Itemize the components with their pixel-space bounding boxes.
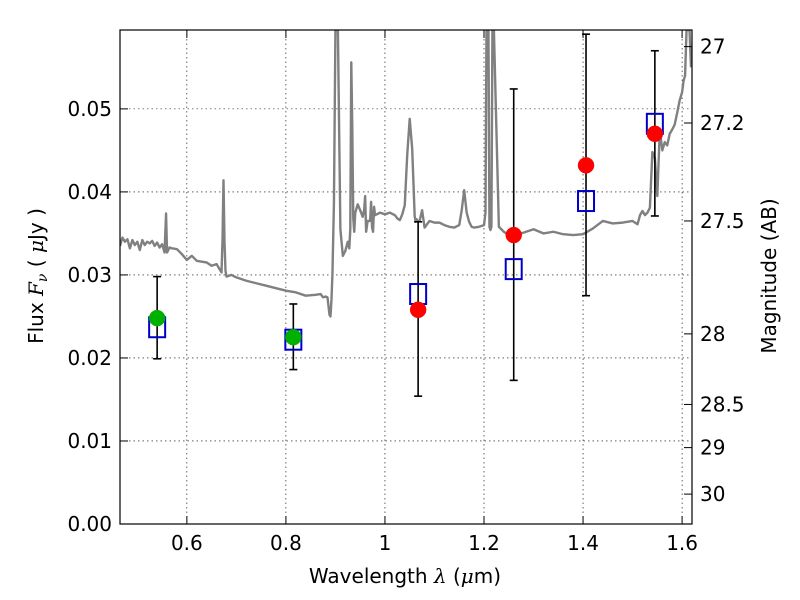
- right-tick-label: 27: [700, 35, 725, 59]
- x-tick-label: 0.6: [171, 531, 203, 555]
- y-tick-label: 0.02: [67, 346, 112, 370]
- y-tick-label: 0.03: [67, 263, 112, 287]
- right-tick-label: 28.5: [700, 392, 745, 416]
- spectrum-layer: [120, 30, 692, 318]
- ticks: 0.6 0.8 1 1.2 1.4 1.6 0.00 0.01 0.02 0.03 0.04 0.05…: [67, 30, 745, 555]
- x-tick-label: 1.4: [567, 531, 599, 555]
- red-data-point: [409, 301, 427, 319]
- x-tick-label: 1.2: [468, 531, 500, 555]
- spectrum-line: [120, 30, 692, 318]
- red-data-point: [505, 226, 522, 244]
- x-axis-label: Wavelength λ (μm): [309, 564, 501, 588]
- red-data-point: [646, 125, 664, 143]
- x-tick-label: 0.8: [270, 531, 302, 555]
- green-data-point: [285, 328, 302, 346]
- right-tick-label: 28: [700, 322, 725, 346]
- x-tick-label: 1: [379, 531, 392, 555]
- y-tick-label: 0.04: [67, 180, 112, 204]
- y-axis-label: Flux Fν ( μJy ): [24, 208, 51, 344]
- y-axis-right-label: Magnitude (AB): [757, 198, 781, 353]
- red-data-point: [577, 157, 595, 174]
- y-tick-label: 0.05: [67, 97, 112, 121]
- y-tick-label: 0.00: [67, 512, 112, 536]
- x-tick-label: 1.6: [666, 531, 698, 555]
- right-tick-label: 27.2: [700, 111, 745, 135]
- right-tick-label: 27.5: [700, 209, 745, 233]
- green-data-point: [148, 309, 166, 327]
- marker-layer: [148, 112, 664, 351]
- model-square-marker: [504, 258, 523, 281]
- model-square-marker: [577, 190, 596, 213]
- right-tick-label: 30: [700, 482, 725, 506]
- right-tick-label: 29: [700, 436, 725, 460]
- y-tick-label: 0.01: [67, 429, 112, 453]
- plot-frame: [119, 29, 693, 525]
